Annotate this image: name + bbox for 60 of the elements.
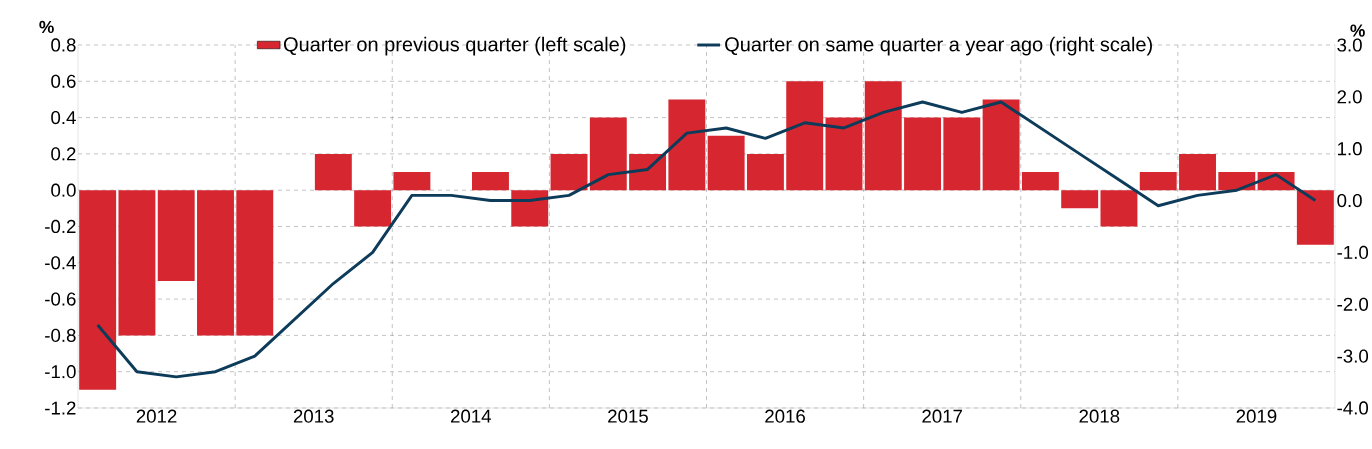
bar <box>472 172 509 191</box>
bar <box>354 190 392 227</box>
legend-label: Quarter on previous quarter (left scale) <box>283 36 626 56</box>
bar <box>197 190 234 336</box>
y-tick-label: 0.8 <box>51 38 76 52</box>
bar <box>1179 153 1216 191</box>
bar <box>79 190 117 390</box>
y-axis-title: % <box>39 20 54 34</box>
y2-tick-label: 3.0 <box>1337 38 1362 52</box>
x-tick-label: 2015 <box>608 409 648 423</box>
bar <box>550 153 588 191</box>
bar <box>1061 190 1099 209</box>
x-tick-label: 2014 <box>451 409 492 423</box>
bar <box>668 99 706 191</box>
bar <box>1139 172 1177 191</box>
bar <box>589 117 627 191</box>
bar <box>746 153 784 191</box>
y-tick-label: 0.0 <box>51 183 76 197</box>
y-tick-label: -0.6 <box>45 292 76 306</box>
y2-tick-label: 1.0 <box>1338 142 1362 156</box>
y2-tick-label: -1.0 <box>1337 245 1369 260</box>
bar <box>118 190 156 336</box>
y-tick-label: -0.8 <box>45 328 76 342</box>
bar <box>786 81 824 191</box>
bar <box>904 117 942 191</box>
y-tick-label: -1.0 <box>45 365 76 379</box>
bar <box>1100 190 1138 227</box>
y-tick-label: -1.2 <box>45 401 76 415</box>
bar <box>943 117 981 191</box>
legend-label: Quarter on same quarter a year ago (right scale) <box>725 36 1152 56</box>
bar <box>236 190 274 336</box>
bar <box>982 99 1020 191</box>
y2-tick-label: 0.0 <box>1337 193 1362 208</box>
y2-tick-label: -4.0 <box>1337 401 1369 415</box>
y2-axis-title: % <box>1350 24 1365 37</box>
y-tick-label: -0.2 <box>45 219 76 234</box>
x-tick-label: 2018 <box>1079 409 1120 423</box>
x-tick-label: 2012 <box>136 409 177 423</box>
y2-tick-label: -3.0 <box>1337 349 1369 363</box>
bar <box>1296 190 1334 245</box>
y2-tick-label: -2.0 <box>1337 297 1369 311</box>
bar <box>393 172 431 191</box>
y-tick-label: 0.6 <box>51 74 76 88</box>
bar <box>864 81 902 191</box>
x-tick-label: 2016 <box>765 409 805 423</box>
x-tick-label: 2019 <box>1236 409 1277 423</box>
y-tick-label: 0.4 <box>51 110 76 125</box>
y-tick-label: 0.2 <box>51 147 76 161</box>
x-tick-label: 2017 <box>922 409 963 423</box>
bar <box>629 153 667 191</box>
bar <box>825 117 863 191</box>
bar <box>314 153 352 191</box>
bar <box>511 190 549 227</box>
y-tick-label: -0.4 <box>45 256 76 270</box>
bar <box>157 190 195 281</box>
bar <box>1218 172 1256 191</box>
bar <box>1021 172 1059 191</box>
bar <box>707 135 745 191</box>
x-tick-label: 2013 <box>293 409 334 423</box>
y2-tick-label: 2.0 <box>1337 90 1362 104</box>
